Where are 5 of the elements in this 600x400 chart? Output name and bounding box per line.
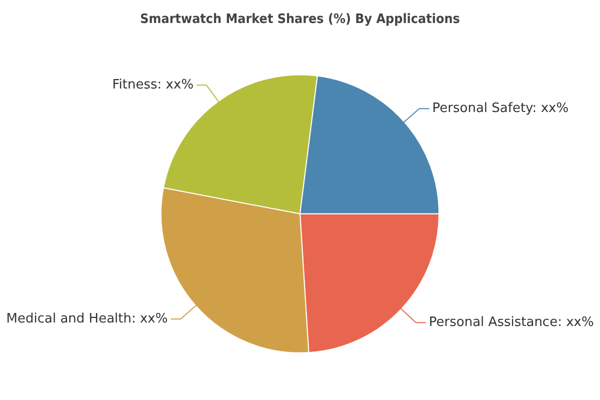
slice-label: Fitness: xx%	[112, 78, 194, 93]
slice-label: Personal Assistance: xx%	[428, 315, 594, 330]
slice-label: Personal Safety: xx%	[432, 101, 569, 116]
chart-title: Smartwatch Market Shares (%) By Applications	[140, 10, 460, 26]
slice-label: Medical and Health: xx%	[6, 311, 168, 326]
